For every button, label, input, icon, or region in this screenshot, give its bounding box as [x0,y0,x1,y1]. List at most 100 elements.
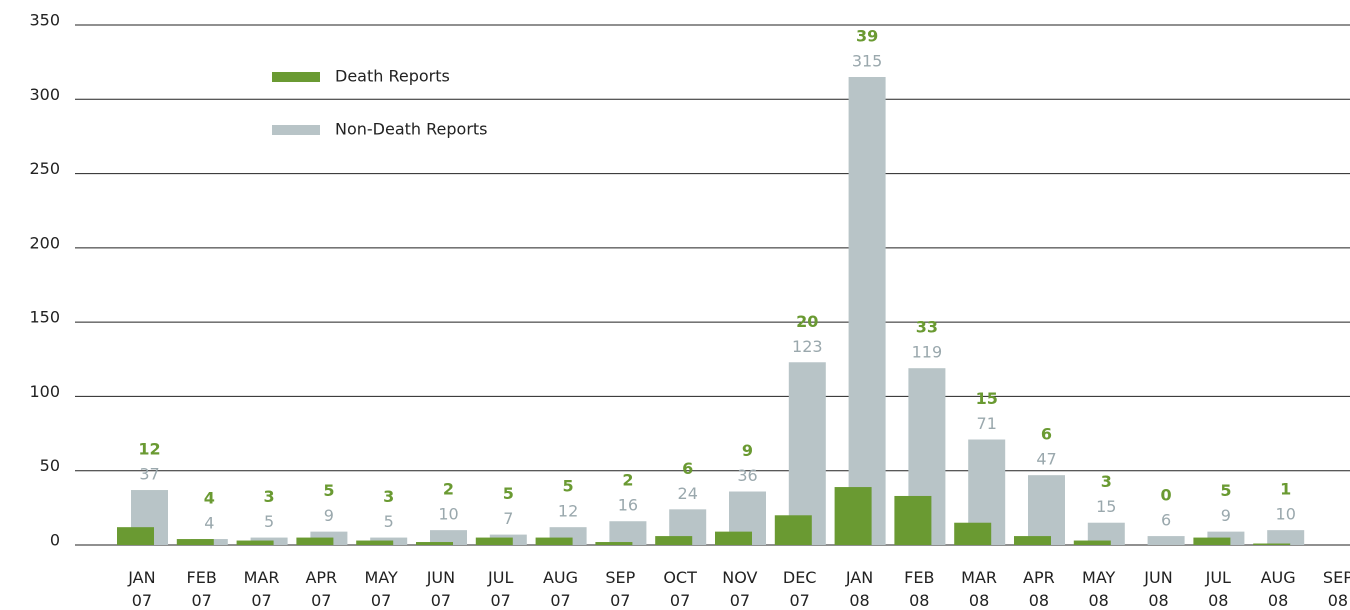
x-tick-label: SEP 07 [605,568,636,610]
x-tick-label: FEB 08 [904,568,935,610]
y-tick-label: 0 [50,531,60,550]
data-label: 5 [323,481,334,500]
bar [1267,530,1305,545]
y-tick-label: 350 [29,11,60,30]
bar [1147,536,1185,545]
data-label: 1 [1280,480,1291,499]
data-label: 10 [438,505,458,524]
bar [655,536,693,545]
data-label: 3 [383,487,394,506]
data-label: 37 [139,465,159,484]
bar [788,362,826,545]
bar [475,537,513,545]
data-label: 5 [563,477,574,496]
x-tick-label: JUL 08 [1205,568,1231,610]
data-label: 4 [204,514,214,533]
y-tick-label: 150 [29,308,60,327]
data-label: 71 [977,414,997,433]
x-tick-label: SEP 08 [1322,568,1350,610]
data-label: 0 [1161,486,1172,505]
legend-swatch [272,72,320,82]
legend-label: Non-Death Reports [335,120,488,139]
legend-swatch [272,125,320,135]
bar [1073,540,1111,545]
x-tick-label: DEC 07 [782,568,817,610]
data-label: 33 [916,318,938,337]
data-label: 5 [1220,481,1231,500]
x-tick-label: AUG 08 [1260,568,1296,610]
x-tick-label: APR 08 [1023,568,1055,610]
bar [774,515,812,545]
bar [1028,475,1065,545]
x-tick-label: MAY 08 [1082,568,1116,610]
data-label: 9 [1221,506,1231,525]
legend-label: Death Reports [335,67,450,86]
data-label: 119 [912,343,943,362]
y-tick-label: 200 [29,233,60,252]
data-label: 5 [503,484,514,503]
data-label: 36 [737,466,757,485]
data-label: 9 [742,441,753,460]
data-label: 15 [976,389,998,408]
data-label: 47 [1036,450,1056,469]
bar [954,522,992,545]
x-tick-label: JUL 07 [488,568,514,610]
bar [430,530,467,545]
x-tick-label: AUG 07 [542,568,579,610]
data-label: 123 [792,337,823,356]
data-label: 4 [204,489,215,508]
x-tick-label: JAN 07 [128,568,156,610]
data-label: 3 [1101,472,1112,491]
x-tick-label: JUN 08 [1144,568,1173,610]
y-tick-label: 50 [40,456,60,475]
data-label: 5 [384,512,394,531]
data-label: 7 [503,509,513,528]
bar [1014,536,1051,545]
bar [1087,522,1125,545]
data-label: 315 [852,52,883,71]
bar [609,521,647,545]
data-label: 10 [1276,505,1296,524]
bar [848,77,886,545]
y-tick-label: 250 [29,159,60,178]
bar [595,542,633,545]
bar [176,539,214,545]
y-tick-label: 100 [29,382,60,401]
x-tick-label: JAN 08 [845,568,874,610]
data-label: 15 [1096,497,1116,516]
x-tick-label: MAR 08 [961,568,998,610]
bar [296,537,334,545]
bar [356,540,394,545]
data-label: 6 [682,459,693,478]
data-label: 20 [796,312,818,331]
data-label: 3 [264,487,275,506]
bar [834,487,872,545]
data-label: 16 [618,496,638,515]
bar [236,540,274,545]
data-label: 24 [678,484,698,503]
data-label: 2 [622,471,633,490]
data-label: 12 [138,440,160,459]
x-tick-label: FEB 07 [186,568,217,610]
bar [894,495,932,545]
bar [715,531,752,545]
bar [416,542,453,545]
data-label: 6 [1041,425,1052,444]
x-tick-label: JUN 07 [426,568,456,610]
x-tick-label: MAY 07 [364,568,398,610]
data-label: 9 [324,506,334,525]
x-tick-label: OCT 07 [663,568,697,610]
data-label: 39 [856,27,878,46]
data-label: 2 [443,480,454,499]
data-label: 12 [558,502,578,521]
bar [117,527,154,545]
x-tick-label: NOV 07 [722,568,758,610]
bar [1253,543,1291,545]
x-tick-label: APR 07 [305,568,338,610]
bar [535,537,573,545]
bar [1193,537,1231,545]
y-tick-label: 300 [29,85,60,104]
x-tick-label: MAR 07 [243,568,280,610]
